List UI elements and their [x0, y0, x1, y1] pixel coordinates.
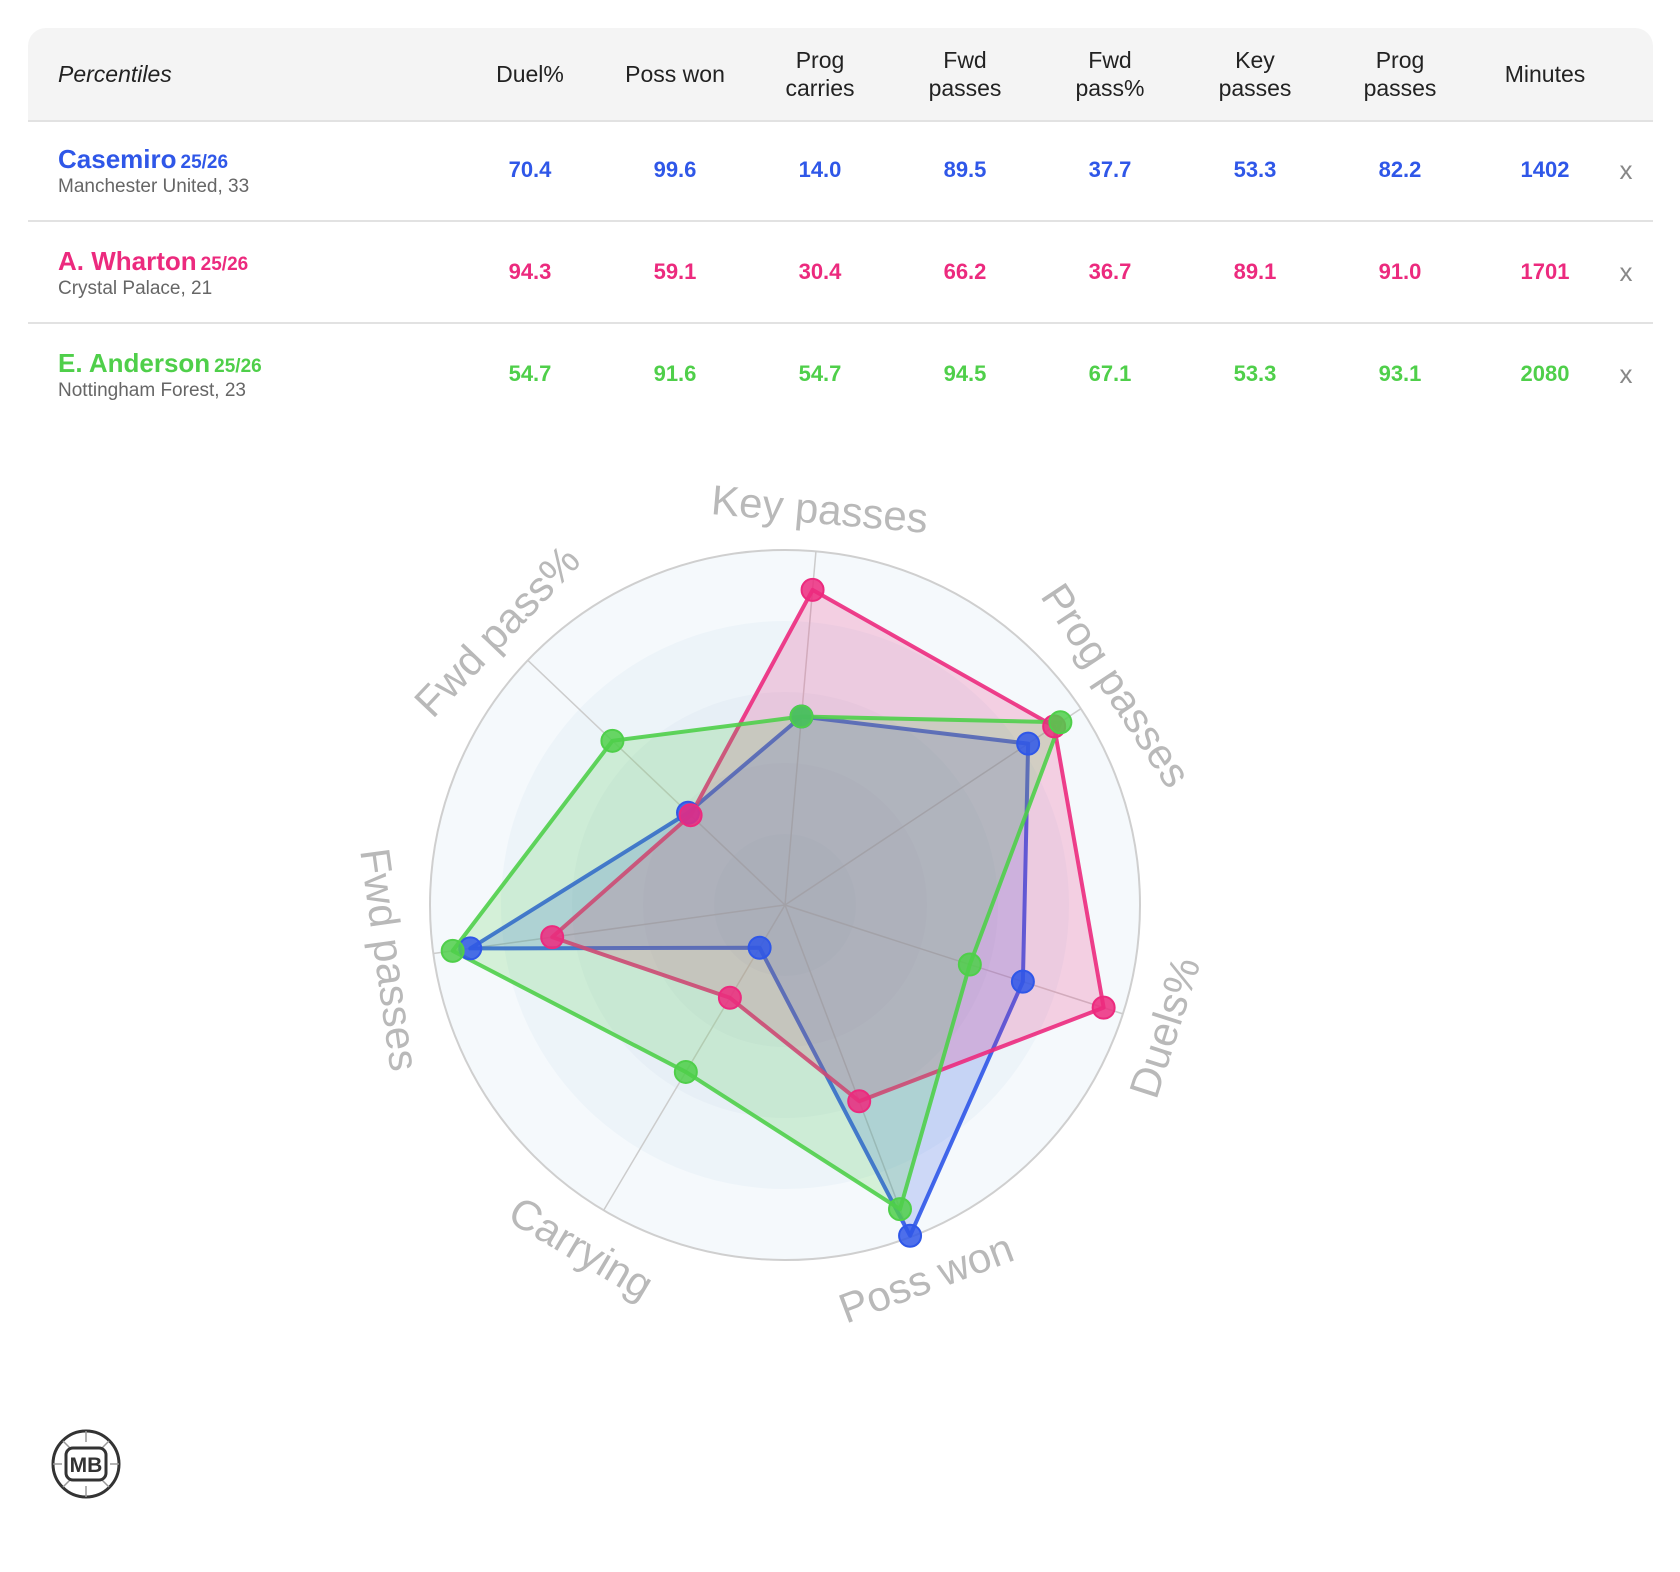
radar-point — [888, 1197, 913, 1222]
radar-spoke — [784, 904, 912, 1238]
radar-point — [1048, 710, 1073, 735]
cell-key-passes: 53.3 — [1233, 361, 1277, 386]
radar-point — [540, 925, 565, 950]
radar-axis-label: Key passes — [709, 476, 929, 542]
cell-fwd-pass-pct: 36.7 — [1088, 259, 1132, 284]
cell-prog-carries: 30.4 — [798, 259, 842, 284]
table-row: E. Anderson 25/26 Nottingham Forest, 23 5… — [28, 324, 1653, 424]
header-prog-passes[interactable]: Prog passes — [1363, 47, 1437, 101]
radar-point — [957, 952, 982, 977]
radar-point — [678, 803, 703, 828]
table-header: Percentiles Duel% Poss won Prog carries … — [28, 28, 1653, 122]
header-minutes[interactable]: Minutes — [1504, 61, 1586, 87]
remove-player-button[interactable]: x — [1619, 154, 1633, 185]
radar-point — [898, 1223, 923, 1248]
cell-prog-passes: 82.2 — [1378, 157, 1422, 182]
cell-poss-won: 91.6 — [653, 361, 697, 386]
radar-point — [1091, 995, 1116, 1020]
cell-minutes: 1402 — [1520, 157, 1570, 182]
cell-poss-won: 59.1 — [653, 259, 697, 284]
radar-spoke — [527, 659, 786, 906]
player-season: 25/26 — [180, 152, 229, 173]
header-key-passes[interactable]: Key passes — [1218, 47, 1292, 101]
radar-point — [789, 704, 814, 729]
table-row: Casemiro 25/26 Manchester United, 33 70.4… — [28, 120, 1653, 222]
radar-point — [717, 985, 742, 1010]
player-name-text: E. Anderson — [58, 348, 211, 378]
player-name[interactable]: E. Anderson 25/26 — [58, 348, 262, 379]
cell-fwd-pass-pct: 37.7 — [1088, 157, 1132, 182]
player-season: 25/26 — [214, 356, 262, 377]
cell-prog-carries: 54.7 — [798, 361, 842, 386]
player-name[interactable]: Casemiro 25/26 — [58, 144, 228, 175]
cell-duel-pct: 54.7 — [508, 361, 552, 386]
radar-series-area — [450, 714, 1063, 1212]
player-name[interactable]: A. Wharton 25/26 — [58, 246, 248, 277]
mb-logo: MB — [51, 1429, 121, 1499]
cell-fwd-passes: 89.5 — [943, 157, 987, 182]
cell-fwd-passes: 94.5 — [943, 361, 987, 386]
radar-outer-ring — [429, 549, 1141, 1261]
header-fwd-passes[interactable]: Fwd passes — [928, 47, 1002, 101]
header-prog-carries[interactable]: Prog carries — [785, 47, 855, 101]
player-team: Crystal Palace, 21 — [58, 278, 213, 299]
cell-prog-carries: 14.0 — [798, 157, 842, 182]
remove-player-button[interactable]: x — [1619, 256, 1633, 287]
radar-point — [847, 1089, 872, 1114]
comparison-table: Percentiles Duel% Poss won Prog carries … — [28, 28, 1653, 418]
cell-duel-pct: 94.3 — [508, 259, 552, 284]
header-duel-pct[interactable]: Duel% — [496, 61, 564, 87]
logo-text: MB — [70, 1454, 103, 1477]
cell-fwd-pass-pct: 67.1 — [1088, 361, 1132, 386]
player-team: Nottingham Forest, 23 — [58, 380, 246, 401]
cell-prog-passes: 93.1 — [1378, 361, 1422, 386]
remove-player-button[interactable]: x — [1619, 358, 1633, 389]
radar-spoke — [433, 904, 786, 955]
radar-point — [600, 728, 625, 753]
cell-fwd-passes: 66.2 — [943, 259, 987, 284]
radar-axis-label: Fwd passes — [351, 845, 428, 1073]
cell-key-passes: 53.3 — [1233, 157, 1277, 182]
cell-minutes: 2080 — [1520, 361, 1570, 386]
table-row: A. Wharton 25/26 Crystal Palace, 21 94.3 … — [28, 222, 1653, 324]
radar-point — [800, 577, 825, 602]
header-percentiles: Percentiles — [58, 60, 172, 87]
cell-duel-pct: 70.4 — [508, 157, 552, 182]
player-season: 25/26 — [200, 254, 249, 275]
header-poss-won[interactable]: Poss won — [625, 61, 725, 87]
cell-poss-won: 99.6 — [653, 157, 697, 182]
radar-point — [440, 938, 465, 963]
cell-key-passes: 89.1 — [1233, 259, 1277, 284]
radar-point — [1010, 969, 1035, 994]
radar-point — [747, 935, 772, 960]
radar-point — [1016, 731, 1041, 756]
header-fwd-pass-pct[interactable]: Fwd pass% — [1075, 47, 1145, 101]
player-name-text: Casemiro — [58, 144, 177, 174]
radar-point — [673, 1059, 698, 1084]
player-team: Manchester United, 33 — [58, 176, 250, 197]
player-name-text: A. Wharton — [58, 246, 197, 276]
radar-spoke — [784, 904, 1124, 1015]
cell-minutes: 1701 — [1520, 259, 1570, 284]
radar-series-area — [468, 714, 1031, 1238]
cell-prog-passes: 91.0 — [1378, 259, 1422, 284]
